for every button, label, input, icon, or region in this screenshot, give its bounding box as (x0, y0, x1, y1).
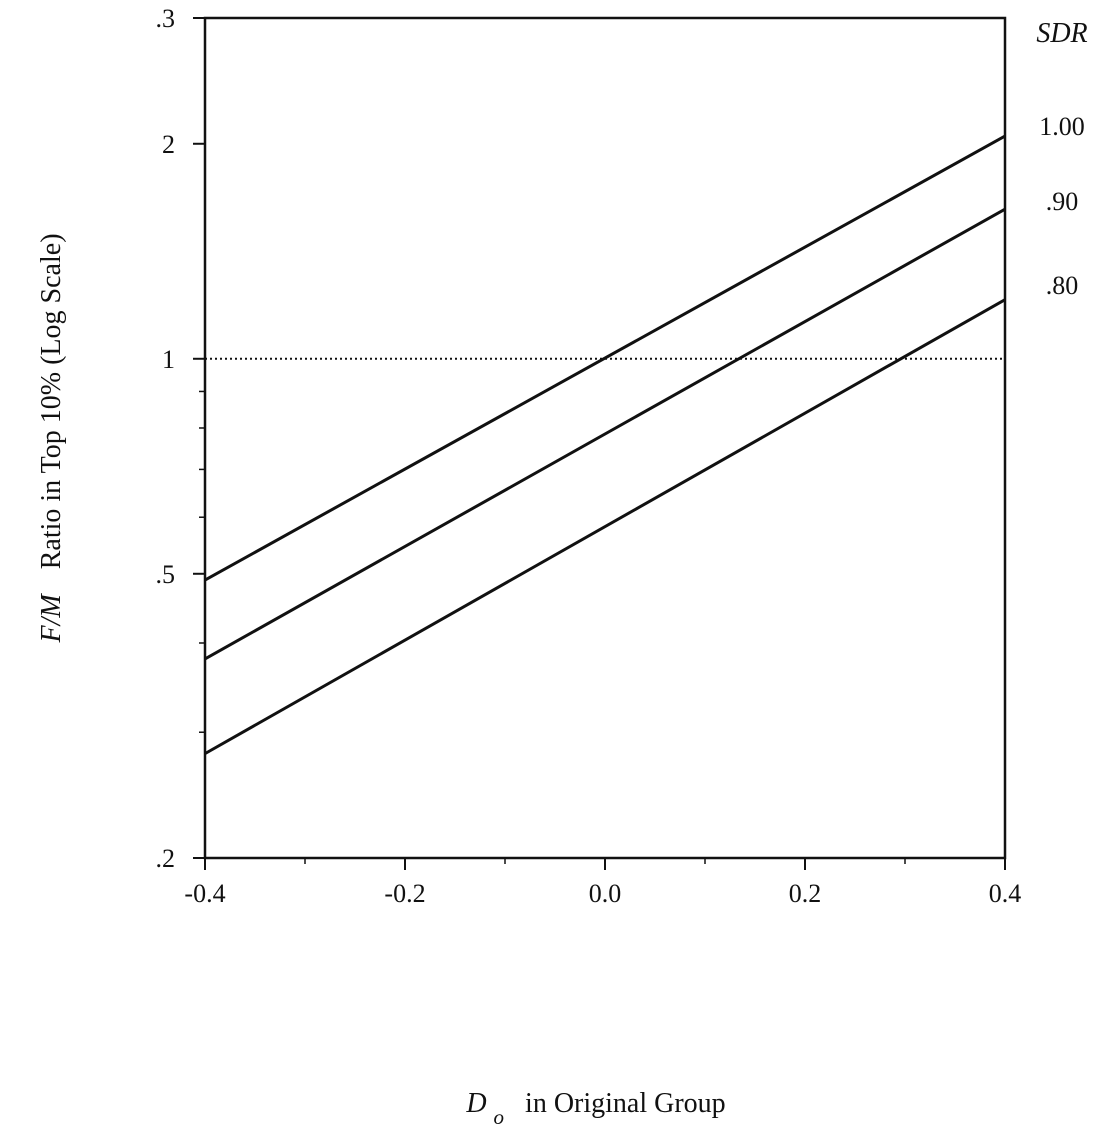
x-tick-label: 0.4 (989, 879, 1022, 908)
series-line (204, 298, 1006, 755)
y-axis-ticks: .2 .5 1 2 .3 (156, 4, 205, 873)
y-tick-label: 2 (162, 130, 175, 159)
legend-entry: .90 (1046, 187, 1079, 216)
svg-text:F/M Ratio in Top 10% (: F/M Ratio in Top 10% (Log Scale) (36, 233, 67, 643)
series-line (204, 207, 1006, 661)
x-tick-label: 0.2 (789, 879, 822, 908)
legend-entry: 1.00 (1039, 112, 1085, 141)
x-axis-title-rest: in Original Group (525, 1088, 726, 1119)
legend: SDR 1.00 .90 .80 (1036, 18, 1087, 300)
y-tick-label: .3 (156, 4, 176, 33)
svg-text:D o in Origina: D o in Original Group (465, 1088, 725, 1127)
plot-frame (203, 16, 1007, 860)
y-axis-title-rest: Ratio in Top 10% (Log Scale) (36, 233, 67, 569)
series-line (204, 134, 1006, 582)
legend-entry: .80 (1046, 271, 1079, 300)
y-axis-title-italic: F/M (36, 593, 67, 644)
y-axis-title: F/M Ratio in Top 10% (Log Scale) (36, 233, 67, 643)
x-tick-label: -0.4 (184, 879, 225, 908)
x-axis-title-symbol: D (465, 1088, 486, 1119)
x-axis-ticks: -0.4 -0.2 0.0 0.2 0.4 (184, 858, 1021, 908)
plot-border (203, 16, 1007, 860)
legend-title: SDR (1036, 18, 1087, 49)
series-lines (204, 134, 1006, 755)
x-axis-title: D o in Original Group (465, 1088, 725, 1129)
x-tick-label: 0.0 (589, 879, 622, 908)
y-tick-label: .5 (156, 560, 176, 589)
y-tick-label: 1 (162, 345, 175, 374)
x-tick-label: -0.2 (384, 879, 425, 908)
x-axis-title-subscript: o (494, 1105, 505, 1127)
y-tick-label: .2 (156, 844, 176, 873)
